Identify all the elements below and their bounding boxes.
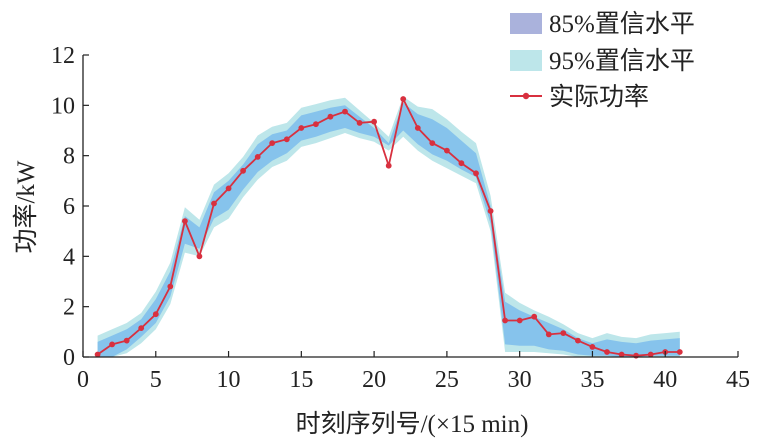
legend-swatch-95 xyxy=(510,50,542,71)
actual-power-point xyxy=(647,351,654,358)
legend: 85%置信水平 95%置信水平 实际功率 xyxy=(510,10,695,111)
actual-power-point xyxy=(429,140,436,147)
y-axis-title: 功率/kW xyxy=(12,160,40,253)
actual-power-point xyxy=(152,311,159,318)
x-tick-label: 45 xyxy=(726,367,750,393)
y-tick-label: 8 xyxy=(63,144,75,170)
actual-power-point xyxy=(371,118,377,125)
x-tick-label: 20 xyxy=(362,367,386,393)
actual-power-point xyxy=(182,218,188,225)
y-tick-label: 0 xyxy=(63,345,75,371)
band-85-confidence xyxy=(97,102,680,357)
x-tick-label: 30 xyxy=(508,367,532,393)
axes: 0 5 10 15 20 25 30 35 40 45 0 2 4 6 8 10 12 xyxy=(51,43,750,393)
actual-power-point xyxy=(633,352,639,359)
y-tick-label: 2 xyxy=(63,295,75,321)
x-tick-label: 25 xyxy=(435,367,459,393)
actual-power-point xyxy=(327,113,334,120)
actual-power-point xyxy=(109,341,115,348)
actual-power-point xyxy=(196,253,203,260)
actual-power-point xyxy=(502,317,508,324)
y-tick-label: 12 xyxy=(51,43,75,69)
actual-power-point xyxy=(283,136,290,143)
actual-power-point xyxy=(240,167,247,174)
x-tick-label: 40 xyxy=(653,367,677,393)
legend-label-95: 95%置信水平 xyxy=(549,47,695,75)
band-95-confidence xyxy=(97,96,680,357)
x-tick-label: 35 xyxy=(580,367,604,393)
actual-power-point xyxy=(473,170,479,177)
actual-power-point xyxy=(487,208,494,214)
y-tick-label: 6 xyxy=(63,194,75,220)
actual-power-point xyxy=(589,344,596,350)
actual-power-point xyxy=(167,283,174,290)
actual-power-point xyxy=(560,330,567,336)
x-tick-label: 15 xyxy=(289,367,313,393)
legend-label-actual: 实际功率 xyxy=(549,83,649,111)
actual-power-point xyxy=(254,154,261,160)
actual-power-point xyxy=(618,351,625,358)
actual-power-point xyxy=(545,331,552,338)
legend-label-85: 85%置信水平 xyxy=(549,10,695,38)
actual-power-point xyxy=(414,125,421,131)
actual-power-point xyxy=(676,349,683,355)
actual-power-point xyxy=(342,108,348,115)
legend-marker-actual xyxy=(522,92,530,100)
actual-power-point xyxy=(458,160,465,167)
actual-power-point xyxy=(211,200,217,207)
x-axis-title: 时刻序列号/(×15 min) xyxy=(296,410,529,438)
legend-swatch-85 xyxy=(510,13,542,34)
y-tick-label: 4 xyxy=(63,244,75,270)
actual-power-point xyxy=(385,162,392,169)
actual-power-point xyxy=(298,125,305,131)
plot-area xyxy=(94,96,683,359)
actual-power-point xyxy=(604,349,610,355)
x-tick-label: 10 xyxy=(217,367,241,393)
actual-power-point xyxy=(313,121,319,128)
actual-power-point xyxy=(269,140,276,147)
x-tick-label: 5 xyxy=(150,367,162,393)
y-tick-label: 10 xyxy=(51,93,75,119)
actual-power-point xyxy=(225,185,232,192)
actual-power-point xyxy=(138,325,145,331)
actual-power-point xyxy=(123,337,130,344)
actual-power-point xyxy=(400,96,407,102)
x-tick-label: 0 xyxy=(77,367,89,393)
actual-power-point xyxy=(575,337,581,344)
actual-power-point xyxy=(444,147,450,154)
actual-power-point xyxy=(94,351,101,358)
actual-power-point xyxy=(516,317,523,324)
actual-power-point xyxy=(356,120,363,126)
actual-power-point xyxy=(531,313,538,320)
